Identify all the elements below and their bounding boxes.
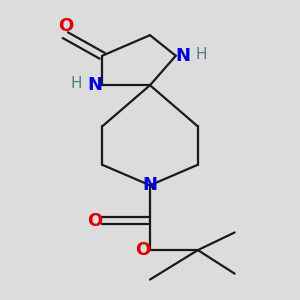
Text: N: N [87, 76, 102, 94]
Text: O: O [87, 212, 102, 230]
Text: H: H [196, 47, 207, 62]
Text: N: N [142, 176, 158, 194]
Text: O: O [135, 241, 150, 259]
Text: O: O [58, 17, 73, 35]
Text: H: H [70, 76, 82, 91]
Text: N: N [176, 47, 191, 65]
